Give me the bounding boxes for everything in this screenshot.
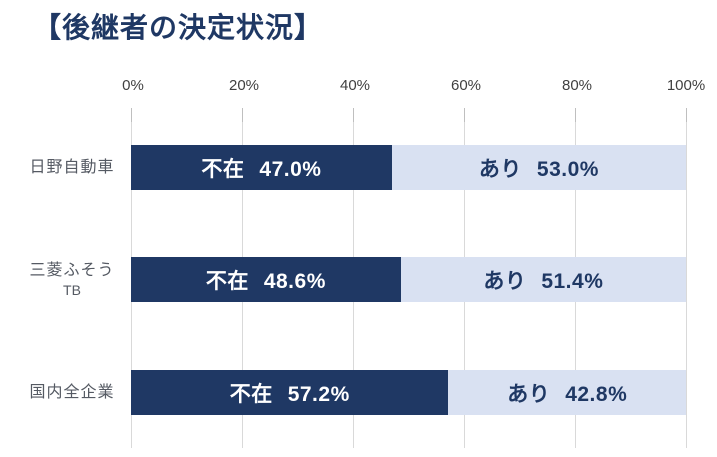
segment-label: 不在 48.6% [206, 265, 326, 295]
stacked-bar-hino: 不在 47.0% あり 53.0% [131, 145, 686, 190]
segment-label: 不在 57.2% [230, 378, 350, 408]
segment-series-name: あり [483, 269, 527, 293]
segment-series-name: あり [507, 382, 551, 406]
axis-tick-label-20: 20% [228, 77, 260, 94]
bar-segment-ari: あり 53.0% [391, 145, 686, 190]
tick-mark [464, 108, 465, 122]
segment-label: あり 51.4% [483, 265, 603, 295]
axis-tick-label-100: 100% [666, 77, 706, 94]
category-label-mitsubishi-fuso: 三菱ふそう TB [18, 257, 126, 302]
stacked-bar-mitsubishi-fuso: 不在 48.6% あり 51.4% [131, 257, 686, 302]
axis-tick-label-40: 40% [339, 77, 371, 94]
gridline-100 [686, 108, 687, 448]
segment-label: あり 53.0% [479, 153, 599, 183]
category-label-text: 日野自動車 [29, 158, 115, 176]
chart-title: 【後継者の決定状況】 [33, 12, 324, 43]
segment-value: 57.2% [287, 382, 350, 406]
tick-mark [131, 108, 132, 122]
axis-tick-label-60: 60% [450, 77, 482, 94]
axis-tick-label-80: 80% [561, 77, 593, 94]
tick-mark [686, 108, 687, 122]
category-label-text: 三菱ふそう [29, 261, 115, 279]
segment-value: 48.6% [263, 269, 326, 293]
bar-segment-fuzai: 不在 47.0% [131, 145, 392, 190]
segment-value: 42.8% [565, 382, 628, 406]
tick-mark [575, 108, 576, 122]
segment-label: 不在 47.0% [201, 153, 321, 183]
bar-segment-fuzai: 不在 57.2% [131, 370, 449, 415]
segment-series-name: あり [478, 157, 522, 181]
category-label-hino: 日野自動車 [18, 145, 126, 190]
segment-label: あり 42.8% [507, 378, 627, 408]
segment-value: 51.4% [541, 269, 604, 293]
category-label-domestic-all: 国内全企業 [18, 370, 126, 415]
category-label-text: 国内全企業 [29, 383, 115, 401]
segment-series-name: 不在 [205, 269, 249, 293]
tick-mark [353, 108, 354, 122]
bar-segment-fuzai: 不在 48.6% [131, 257, 401, 302]
segment-value: 53.0% [536, 157, 599, 181]
axis-tick-label-0: 0% [122, 77, 144, 94]
bar-segment-ari: あり 51.4% [400, 257, 686, 302]
tick-mark [242, 108, 243, 122]
stacked-bar-domestic-all: 不在 57.2% あり 42.8% [131, 370, 686, 415]
segment-value: 47.0% [259, 157, 322, 181]
segment-series-name: 不在 [201, 157, 245, 181]
segment-series-name: 不在 [229, 382, 273, 406]
category-label-text-line2: TB [63, 281, 81, 298]
bar-segment-ari: あり 42.8% [448, 370, 686, 415]
